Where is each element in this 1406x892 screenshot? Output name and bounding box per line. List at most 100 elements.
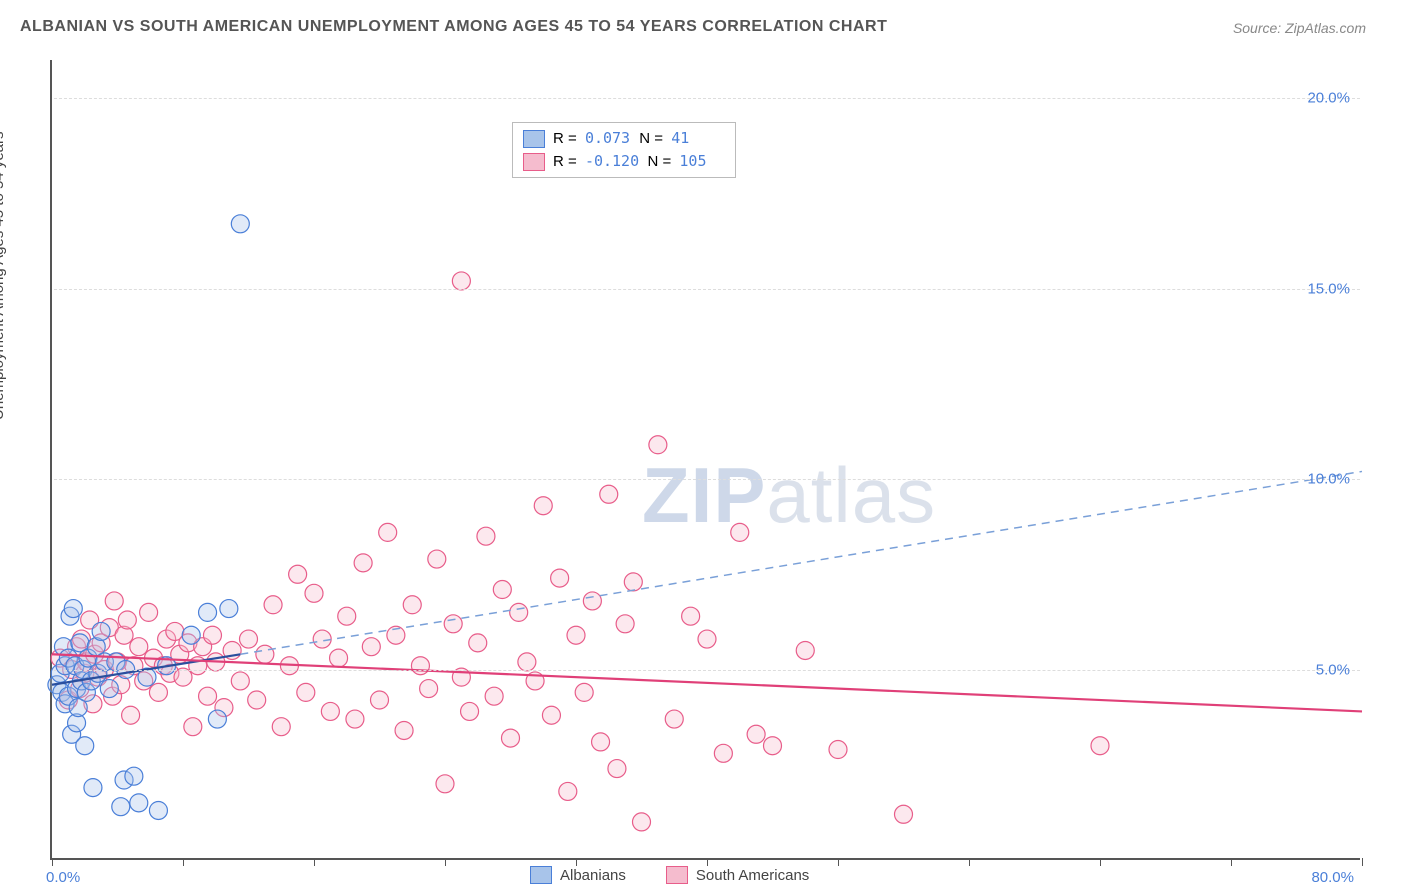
data-point [231,672,249,690]
data-point [112,798,130,816]
y-tick-label: 15.0% [1307,280,1350,297]
data-point [452,272,470,290]
x-max-label: 80.0% [1311,869,1354,886]
source-attribution: Source: ZipAtlas.com [1233,20,1366,36]
data-point [534,497,552,515]
data-point [272,718,290,736]
legend-swatch [666,866,688,884]
legend-row: R = -0.120 N = 105 [523,150,725,173]
data-point [125,767,143,785]
legend-stats: R = 0.073 N = 41 [553,127,717,150]
data-point [502,729,520,747]
data-point [122,706,140,724]
y-tick-label: 20.0% [1307,90,1350,107]
x-tick [838,858,839,866]
data-point [608,760,626,778]
x-tick [52,858,53,866]
data-point [203,626,221,644]
data-point [633,813,651,831]
data-point [100,680,118,698]
data-point [346,710,364,728]
data-point [84,779,102,797]
gridline [54,289,1360,290]
data-point [231,215,249,233]
data-point [289,565,307,583]
data-point [583,592,601,610]
data-point [624,573,642,591]
data-point [149,801,167,819]
data-point [551,569,569,587]
data-point [1091,737,1109,755]
x-tick [576,858,577,866]
data-point [182,626,200,644]
chart-title: ALBANIAN VS SOUTH AMERICAN UNEMPLOYMENT … [20,18,887,36]
data-point [616,615,634,633]
correlation-legend: R = 0.073 N = 41R = -0.120 N = 105 [512,122,736,178]
data-point [92,622,110,640]
data-point [105,592,123,610]
legend-item: Albanians [530,866,626,884]
legend-label: South Americans [696,867,809,884]
data-point [199,687,217,705]
gridline [54,479,1360,480]
gridline [54,98,1360,99]
data-point [764,737,782,755]
data-point [796,641,814,659]
data-point [64,600,82,618]
watermark: ZIPatlas [642,450,936,541]
data-point [118,611,136,629]
x-tick [1231,858,1232,866]
data-point [493,581,511,599]
x-tick [707,858,708,866]
data-point [600,485,618,503]
data-point [895,805,913,823]
x-tick [445,858,446,866]
data-point [256,645,274,663]
legend-label: Albanians [560,867,626,884]
data-point [297,683,315,701]
x-tick [183,858,184,866]
x-tick [1362,858,1363,866]
data-point [174,668,192,686]
data-point [149,683,167,701]
data-point [208,710,226,728]
data-point [362,638,380,656]
data-point [379,523,397,541]
y-tick-label: 10.0% [1307,471,1350,488]
data-point [395,721,413,739]
data-point [330,649,348,667]
data-point [130,794,148,812]
data-point [264,596,282,614]
data-point [354,554,372,572]
data-point [248,691,266,709]
legend-swatch [523,153,545,171]
data-point [305,584,323,602]
data-point [436,775,454,793]
data-point [567,626,585,644]
data-point [184,718,202,736]
data-point [420,680,438,698]
data-point [510,603,528,621]
data-point [477,527,495,545]
plot-area: ZIPatlas R = 0.073 N = 41R = -0.120 N = … [50,60,1360,860]
data-point [240,630,258,648]
x-tick [969,858,970,866]
y-axis-label: Unemployment Among Ages 45 to 54 years [0,131,7,420]
y-tick-label: 5.0% [1316,661,1350,678]
x-min-label: 0.0% [46,869,80,886]
x-tick [1100,858,1101,866]
data-point [714,744,732,762]
data-point [199,603,217,621]
legend-swatch [523,130,545,148]
data-point [313,630,331,648]
data-point [461,702,479,720]
data-point [76,737,94,755]
data-point [592,733,610,751]
legend-stats: R = -0.120 N = 105 [553,150,725,173]
data-point [542,706,560,724]
data-point [444,615,462,633]
data-point [485,687,503,705]
legend-swatch [530,866,552,884]
data-point [747,725,765,743]
data-point [371,691,389,709]
